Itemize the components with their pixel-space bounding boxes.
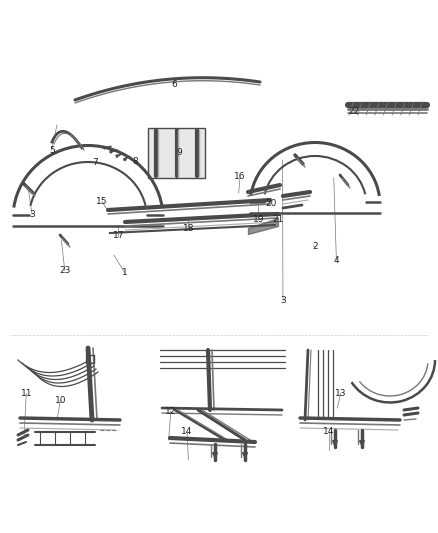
Text: 17: 17 xyxy=(113,231,124,240)
Text: 18: 18 xyxy=(183,224,194,232)
Text: 14: 14 xyxy=(181,427,193,436)
Text: 5: 5 xyxy=(49,146,55,155)
Text: 13: 13 xyxy=(335,389,346,398)
Text: 12: 12 xyxy=(165,407,177,416)
Text: 9: 9 xyxy=(177,149,183,157)
Text: 10: 10 xyxy=(55,397,66,405)
Text: 2: 2 xyxy=(313,242,318,251)
Text: 8: 8 xyxy=(132,157,138,166)
Text: 11: 11 xyxy=(21,389,32,398)
Text: 7: 7 xyxy=(92,158,98,167)
Text: 6: 6 xyxy=(171,80,177,88)
Text: 3: 3 xyxy=(280,296,286,304)
Text: 4: 4 xyxy=(334,256,339,264)
Text: 16: 16 xyxy=(234,173,246,181)
Text: 23: 23 xyxy=(59,266,71,275)
Text: 21: 21 xyxy=(272,215,284,224)
Text: 1: 1 xyxy=(122,269,128,277)
Text: 22: 22 xyxy=(348,108,360,116)
Text: 15: 15 xyxy=(96,197,108,206)
Text: 20: 20 xyxy=(265,199,276,208)
Bar xyxy=(148,128,205,178)
Text: 14: 14 xyxy=(323,427,334,436)
Text: 19: 19 xyxy=(253,215,264,224)
Text: 3: 3 xyxy=(29,210,35,219)
